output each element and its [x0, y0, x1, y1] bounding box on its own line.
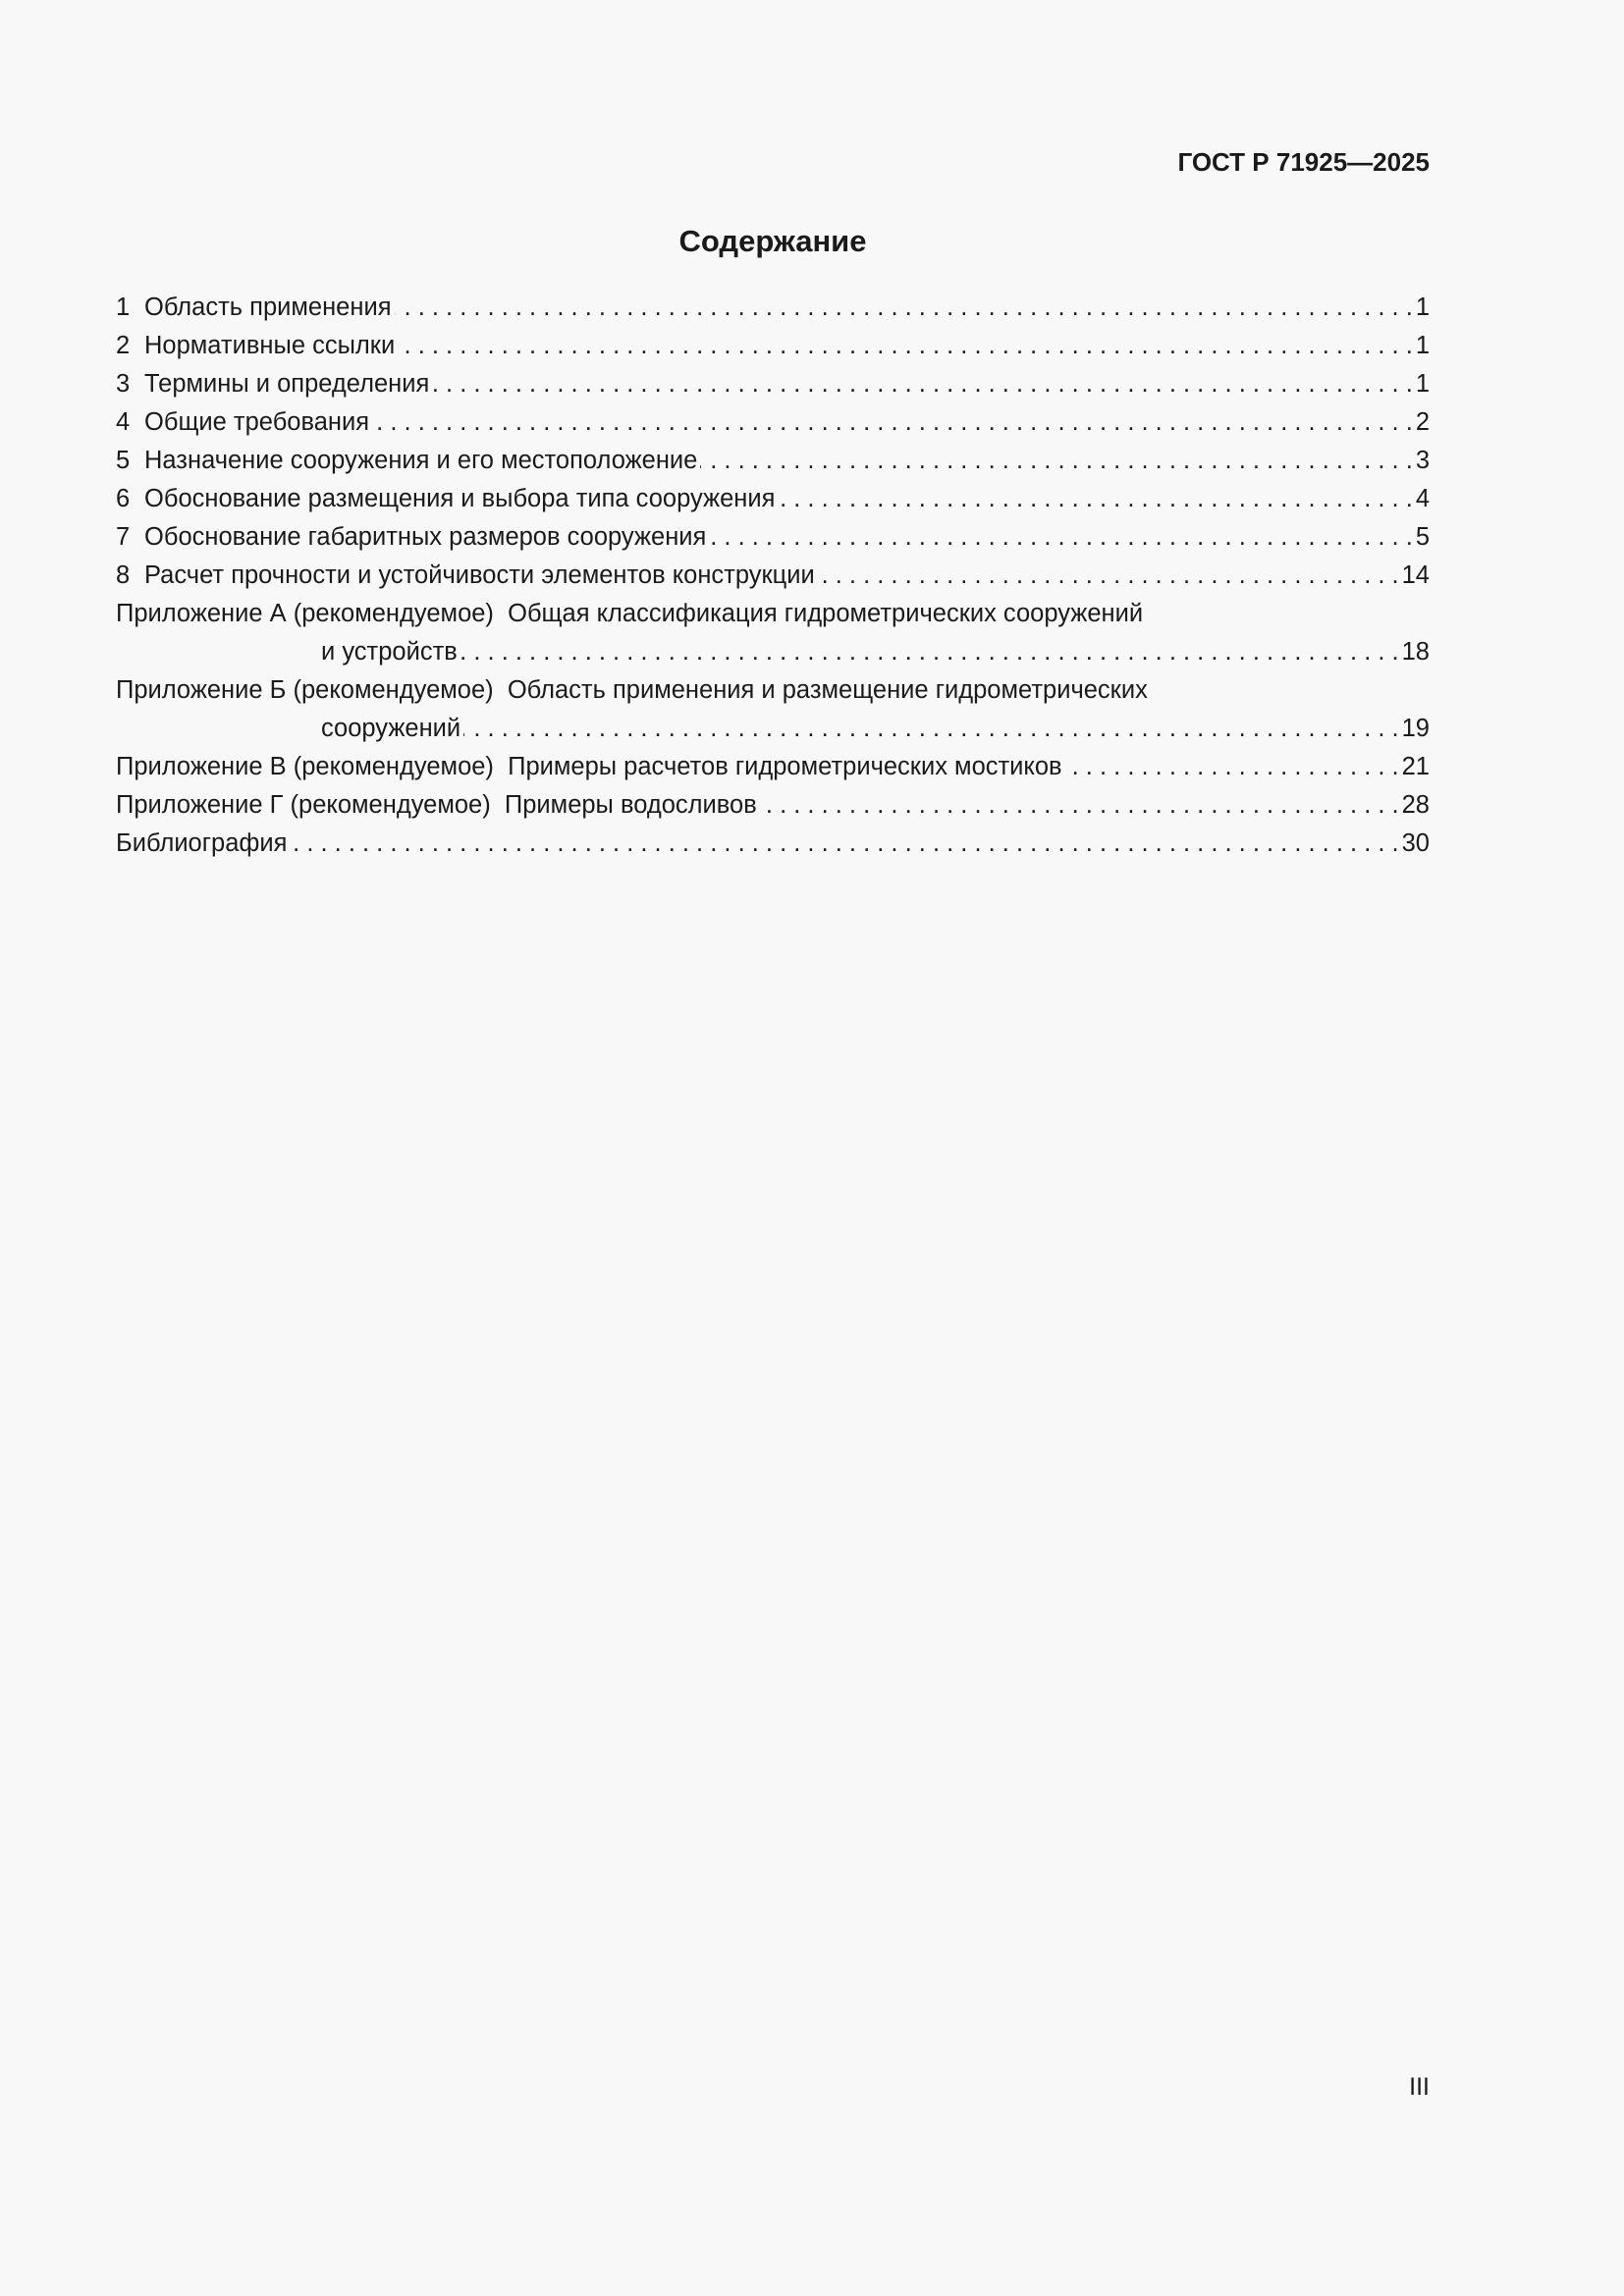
- toc-appendix-a[interactable]: Приложение А (рекомендуемое) Общая класс…: [116, 595, 1430, 671]
- entry-title-cont: и устройств: [321, 638, 458, 666]
- appendix-label: Приложение В (рекомендуемое): [116, 753, 494, 780]
- dot-leader: [778, 480, 1412, 518]
- toc-entry[interactable]: 1 Область применения 1: [116, 289, 1430, 327]
- page-ref: 18: [1401, 638, 1430, 666]
- entry-title: Обоснование габаритных размеров сооружен…: [144, 523, 707, 551]
- document-id: ГОСТ Р 71925—2025: [1177, 147, 1430, 177]
- entry-title: Нормативные ссылки: [144, 332, 396, 359]
- appendix-label: Приложение Б (рекомендуемое): [116, 676, 494, 704]
- dot-leader: [818, 557, 1399, 595]
- entry-title: Общая классификация гидрометрических соо…: [508, 600, 1144, 627]
- toc-appendix-g[interactable]: Приложение Г (рекомендуемое) Примеры вод…: [116, 786, 1430, 825]
- entry-title: Примеры водосливов: [504, 791, 757, 819]
- dot-leader: [432, 365, 1413, 403]
- entry-title: Примеры расчетов гидрометрических мостик…: [508, 753, 1062, 780]
- entry-title: Общие требования: [144, 408, 370, 436]
- toc-appendix-v[interactable]: Приложение В (рекомендуемое) Примеры рас…: [116, 748, 1430, 786]
- section-number: 5: [116, 447, 131, 474]
- entry-title: Термины и определения: [144, 370, 430, 398]
- page-ref: 28: [1401, 791, 1430, 819]
- dot-leader: [460, 633, 1399, 671]
- page-ref: 1: [1415, 332, 1430, 359]
- toc-entry[interactable]: 6 Обоснование размещения и выбора типа со…: [116, 480, 1430, 518]
- toc-entry[interactable]: 5 Назначение сооружения и его местоположе…: [116, 442, 1430, 480]
- section-number: 7: [116, 523, 131, 551]
- section-number: 3: [116, 370, 131, 398]
- page-ref: 19: [1401, 715, 1430, 742]
- table-of-contents: 1 Область применения 1 2 Нормативные ссылки…: [116, 289, 1430, 863]
- toc-entry[interactable]: 7 Обоснование габаритных размеров сооруже…: [116, 518, 1430, 557]
- page-ref: 2: [1415, 408, 1430, 436]
- dot-leader: [463, 710, 1398, 748]
- dot-leader: [700, 442, 1412, 480]
- section-number: 4: [116, 408, 131, 436]
- entry-title: Назначение сооружения и его местоположен…: [144, 447, 698, 474]
- dot-leader: [372, 403, 1413, 442]
- dot-leader: [290, 825, 1398, 863]
- page-ref: 1: [1415, 370, 1430, 398]
- section-number: 8: [116, 561, 131, 589]
- dot-leader: [395, 289, 1413, 327]
- entry-title: Область применения: [144, 294, 392, 321]
- toc-entry[interactable]: 4 Общие требования 2: [116, 403, 1430, 442]
- page-ref: 5: [1415, 523, 1430, 551]
- entry-title: Библиография: [116, 829, 288, 857]
- appendix-label: Приложение А (рекомендуемое): [116, 600, 494, 627]
- page-ref: 3: [1415, 447, 1430, 474]
- section-number: 6: [116, 485, 131, 512]
- dot-leader: [709, 518, 1412, 557]
- toc-appendix-b[interactable]: Приложение Б (рекомендуемое) Область при…: [116, 671, 1430, 748]
- page-number: III: [1409, 2073, 1430, 2101]
- entry-title-cont: сооружений: [321, 715, 461, 742]
- entry-title: Расчет прочности и устойчивости элементо…: [144, 561, 815, 589]
- toc-bibliography[interactable]: Библиография 30: [116, 825, 1430, 863]
- entry-title: Обоснование размещения и выбора типа соо…: [144, 485, 776, 512]
- page-title: Содержание: [678, 224, 867, 258]
- page-ref: 14: [1401, 561, 1430, 589]
- page-ref: 1: [1415, 294, 1430, 321]
- dot-leader: [398, 327, 1413, 365]
- section-number: 2: [116, 332, 131, 359]
- dot-leader: [1065, 748, 1399, 786]
- dot-leader: [760, 786, 1399, 825]
- toc-entry[interactable]: 2 Нормативные ссылки 1: [116, 327, 1430, 365]
- appendix-label: Приложение Г (рекомендуемое): [116, 791, 491, 819]
- section-number: 1: [116, 294, 131, 321]
- toc-entry[interactable]: 8 Расчет прочности и устойчивости элемент…: [116, 557, 1430, 595]
- page-ref: 4: [1415, 485, 1430, 512]
- toc-entry[interactable]: 3 Термины и определения 1: [116, 365, 1430, 403]
- page-ref: 21: [1401, 753, 1430, 780]
- entry-title: Область применения и размещение гидромет…: [507, 676, 1148, 704]
- page-ref: 30: [1401, 829, 1430, 857]
